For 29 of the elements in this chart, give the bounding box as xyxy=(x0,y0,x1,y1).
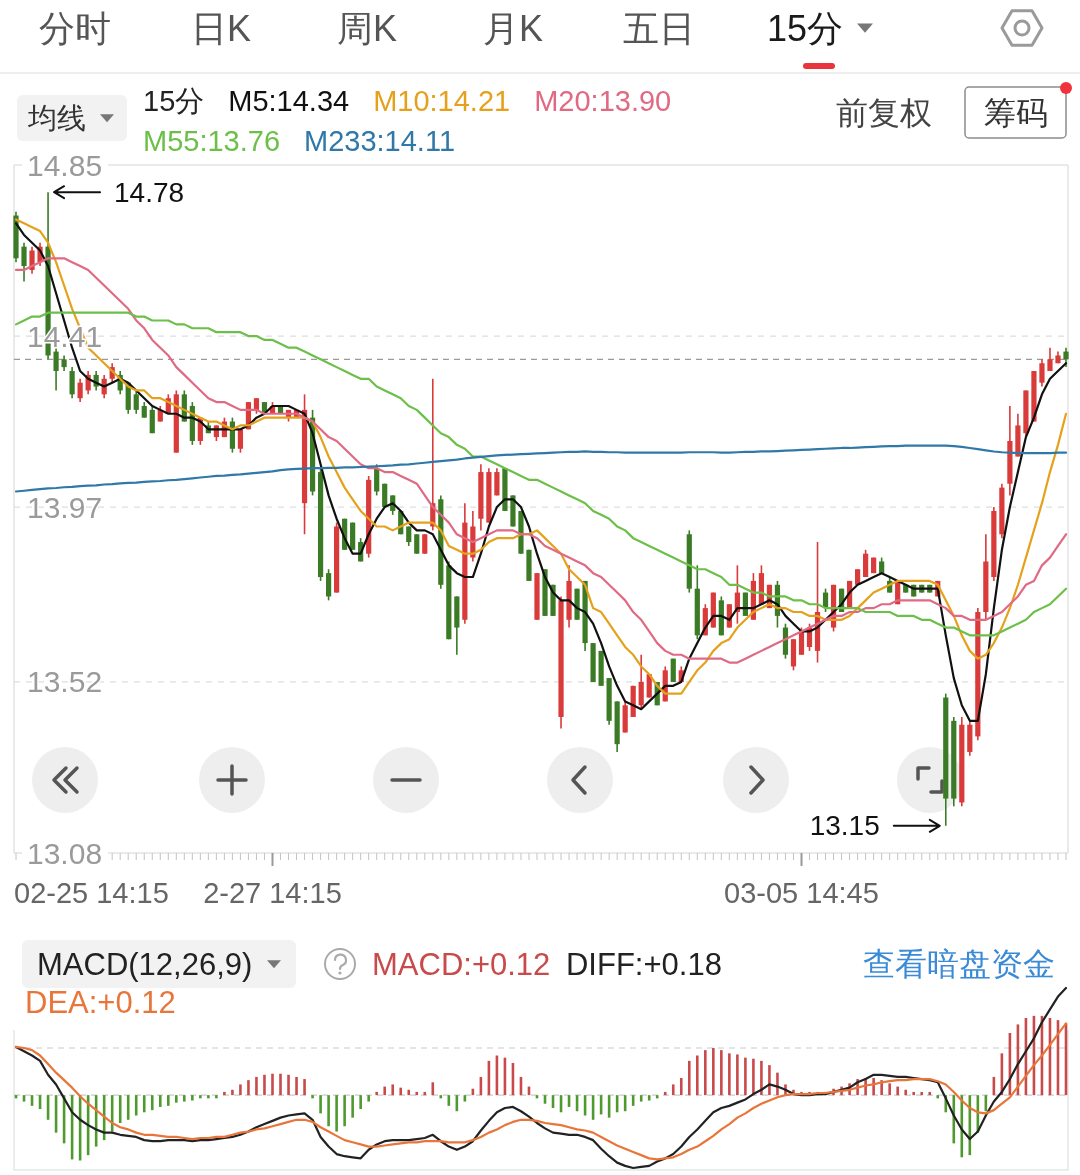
text: 周K xyxy=(336,7,398,49)
text: 均线 xyxy=(27,102,86,134)
series-label: DEA:+0.12 xyxy=(25,984,176,1020)
text: M233:14.11 xyxy=(304,125,456,157)
annotation: 14.78 xyxy=(114,176,185,208)
text: M5:14.34 xyxy=(228,85,350,117)
y-tick-label: 14.85 xyxy=(27,148,103,182)
text: 15分 xyxy=(766,7,844,49)
y-tick-label: 13.97 xyxy=(27,490,103,524)
y-tick-label: 13.08 xyxy=(27,836,103,870)
text: M10:14.21 xyxy=(373,85,511,117)
text: MACD:+0.12 xyxy=(372,946,551,982)
text: 查看暗盘资金 xyxy=(863,946,1055,982)
text: 02-25 14:15 xyxy=(14,877,169,909)
text: 前复权 xyxy=(836,95,932,131)
x-tick-label: 03-05 14:45 xyxy=(724,877,879,909)
chart-subtitle: 15分 xyxy=(143,85,205,117)
text: 筹码 xyxy=(983,95,1048,131)
chart-title: MACD(12,26,9) xyxy=(37,946,253,982)
y-tick-label: 13.52 xyxy=(27,665,103,699)
text: 五日 xyxy=(623,7,695,49)
text: M55:13.76 xyxy=(143,125,281,157)
text: 日K xyxy=(190,7,252,49)
x-tick-label: 2-27 14:15 xyxy=(203,877,342,909)
annotation: 13.15 xyxy=(809,810,880,842)
text: DIFF:+0.18 xyxy=(565,946,722,982)
text: M20:13.90 xyxy=(534,85,672,117)
text: 分时 xyxy=(39,7,111,49)
text: 月K xyxy=(482,7,544,49)
